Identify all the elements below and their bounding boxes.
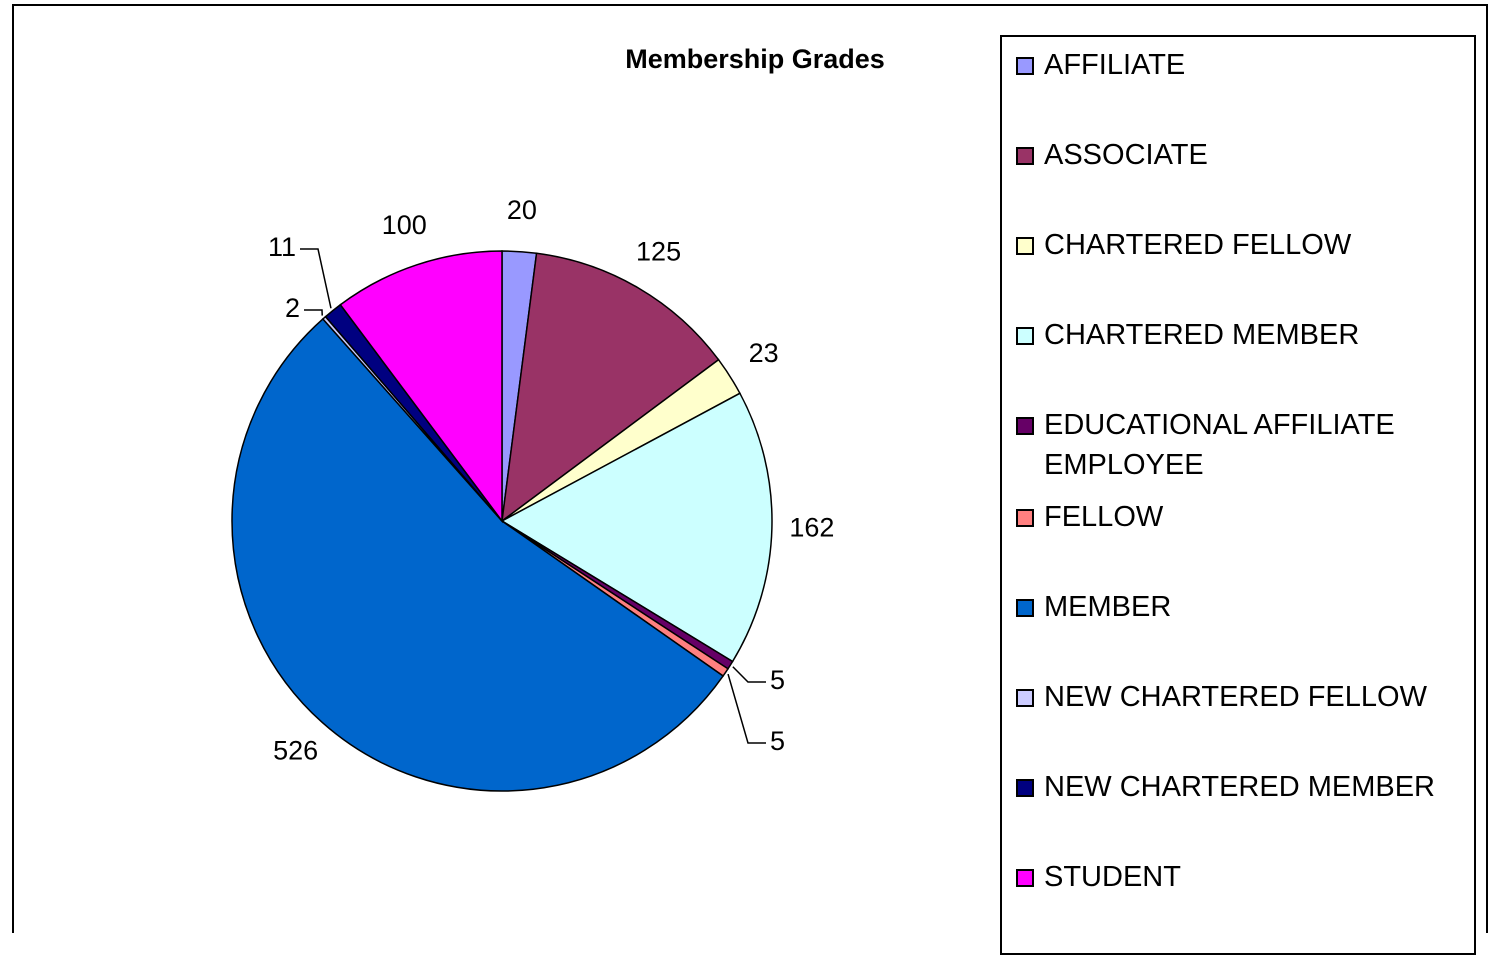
leader-line	[727, 673, 766, 744]
leader-line	[732, 666, 766, 683]
legend-item: STUDENT	[1016, 857, 1466, 897]
data-label: 2	[285, 293, 300, 323]
legend-swatch	[1016, 689, 1034, 707]
legend-item: NEW CHARTERED FELLOW	[1016, 677, 1466, 717]
legend-label: NEW CHARTERED FELLOW	[1044, 681, 1427, 713]
legend-item: FELLOW	[1016, 497, 1466, 537]
legend-label: NEW CHARTERED MEMBER	[1044, 771, 1435, 803]
page: Membership Grades 20 125 23 162 5 5 526 2 11 100 …	[12, 4, 1488, 955]
legend-swatch	[1016, 779, 1034, 797]
legend-item: ASSOCIATE	[1016, 135, 1466, 175]
legend-label: MEMBER	[1044, 591, 1172, 623]
legend-label: CHARTERED FELLOW	[1044, 229, 1352, 261]
legend-label: STUDENT	[1044, 861, 1181, 893]
legend-swatch	[1016, 237, 1034, 255]
legend-label: CHARTERED MEMBER	[1044, 319, 1360, 351]
legend: AFFILIATE ASSOCIATE CHARTERED FELLOW CHARTE…	[1000, 35, 1476, 955]
data-label: 162	[789, 513, 834, 543]
legend-label: ASSOCIATE	[1044, 139, 1208, 171]
data-label: 526	[273, 735, 318, 765]
data-label: 23	[749, 338, 779, 368]
legend-item: EDUCATIONAL AFFILIATE EMPLOYEE	[1016, 405, 1466, 485]
legend-swatch	[1016, 509, 1034, 527]
leader-line	[300, 248, 332, 309]
pie-slice	[339, 250, 503, 524]
legend-swatch	[1016, 327, 1034, 345]
data-label: 5	[770, 726, 785, 756]
legend-swatch	[1016, 599, 1034, 617]
legend-item: AFFILIATE	[1016, 45, 1466, 85]
legend-label: EDUCATIONAL AFFILIATE EMPLOYEE	[1044, 409, 1395, 481]
legend-item: NEW CHARTERED MEMBER	[1016, 767, 1466, 807]
legend-swatch	[1016, 147, 1034, 165]
legend-item: CHARTERED MEMBER	[1016, 315, 1466, 355]
legend-swatch	[1016, 57, 1034, 75]
data-label: 11	[268, 232, 296, 262]
legend-swatch	[1016, 417, 1034, 435]
legend-label: AFFILIATE	[1044, 49, 1186, 81]
data-label: 125	[636, 237, 681, 267]
legend-item: MEMBER	[1016, 587, 1466, 627]
legend-item: CHARTERED FELLOW	[1016, 225, 1466, 265]
pie-slice	[501, 252, 720, 523]
pie-slice	[500, 392, 773, 663]
pie-slice	[231, 317, 725, 792]
legend-swatch	[1016, 869, 1034, 887]
data-label: 5	[770, 665, 785, 695]
data-label: 20	[507, 195, 537, 225]
data-label: 100	[382, 210, 427, 240]
leader-line	[304, 309, 323, 316]
chart-title: Membership Grades	[625, 44, 885, 74]
legend-label: FELLOW	[1044, 501, 1164, 533]
